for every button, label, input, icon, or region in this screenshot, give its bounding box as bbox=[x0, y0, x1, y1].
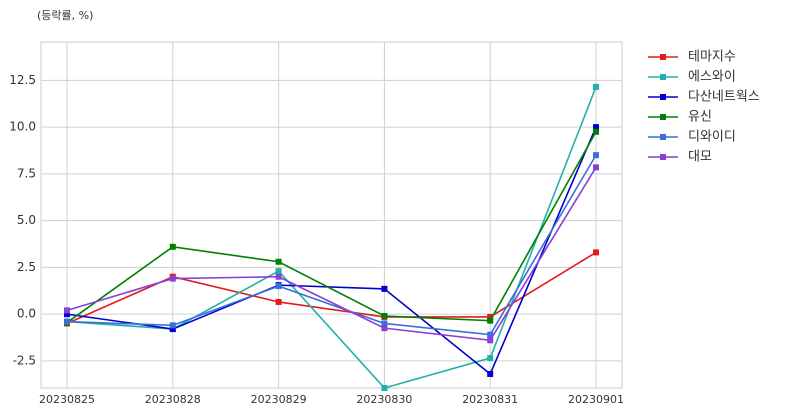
legend-marker bbox=[660, 154, 666, 160]
point bbox=[381, 320, 388, 327]
point bbox=[275, 298, 282, 305]
legend-marker bbox=[660, 94, 666, 100]
point bbox=[593, 124, 599, 131]
point bbox=[275, 258, 282, 265]
point bbox=[487, 317, 494, 324]
point bbox=[381, 312, 388, 319]
point bbox=[487, 337, 494, 344]
y-tick-label: 2.5 bbox=[17, 260, 36, 274]
point bbox=[593, 152, 599, 159]
chart-title: (등락률, %) bbox=[37, 9, 93, 22]
legend-marker bbox=[660, 74, 666, 80]
point bbox=[275, 283, 282, 290]
x-tick-label: 20230901 bbox=[568, 393, 624, 406]
legend-label: 다산네트웍스 bbox=[688, 90, 760, 105]
y-tick-label: 0.0 bbox=[17, 307, 36, 321]
point bbox=[593, 83, 599, 90]
legend-label: 유신 bbox=[688, 110, 712, 125]
x-tick-label: 20230829 bbox=[251, 393, 307, 406]
point bbox=[64, 311, 70, 318]
y-tick-label: 10.0 bbox=[9, 120, 36, 134]
plot-area bbox=[40, 41, 623, 389]
point bbox=[64, 307, 70, 314]
x-tick-label: 20230831 bbox=[462, 393, 518, 406]
point bbox=[381, 325, 388, 332]
legend-label: 테마지수 bbox=[688, 50, 736, 65]
legend-marker bbox=[660, 54, 666, 60]
point bbox=[593, 249, 599, 256]
point bbox=[64, 318, 70, 325]
point bbox=[169, 322, 176, 329]
series-line bbox=[66, 154, 597, 336]
point bbox=[381, 285, 388, 292]
series-line bbox=[66, 86, 597, 389]
series-line bbox=[66, 131, 597, 324]
y-tick-label: 7.5 bbox=[17, 166, 36, 180]
y-tick-label: -2.5 bbox=[13, 353, 36, 367]
point bbox=[381, 385, 388, 391]
y-tick-label: 12.5 bbox=[9, 73, 36, 87]
point bbox=[275, 273, 282, 280]
point bbox=[487, 313, 494, 320]
series-line bbox=[66, 126, 597, 376]
legend-label: 디와이디 bbox=[688, 130, 736, 145]
point bbox=[169, 243, 176, 250]
legend-label: 에스와이 bbox=[688, 70, 736, 85]
y-tick-label: 5.0 bbox=[17, 213, 36, 227]
x-tick-label: 20230828 bbox=[145, 393, 201, 406]
point bbox=[487, 370, 494, 377]
x-tick-label: 20230830 bbox=[356, 393, 412, 406]
point bbox=[275, 268, 282, 275]
point bbox=[169, 326, 176, 333]
legend-marker bbox=[660, 114, 666, 120]
point bbox=[593, 128, 599, 135]
legend-marker bbox=[660, 134, 666, 140]
legend-label: 대모 bbox=[688, 150, 712, 165]
series-line bbox=[66, 166, 597, 342]
point bbox=[593, 164, 599, 171]
x-tick-label: 20230825 bbox=[39, 393, 95, 406]
point bbox=[487, 355, 494, 362]
point bbox=[487, 331, 494, 338]
point bbox=[169, 275, 176, 282]
